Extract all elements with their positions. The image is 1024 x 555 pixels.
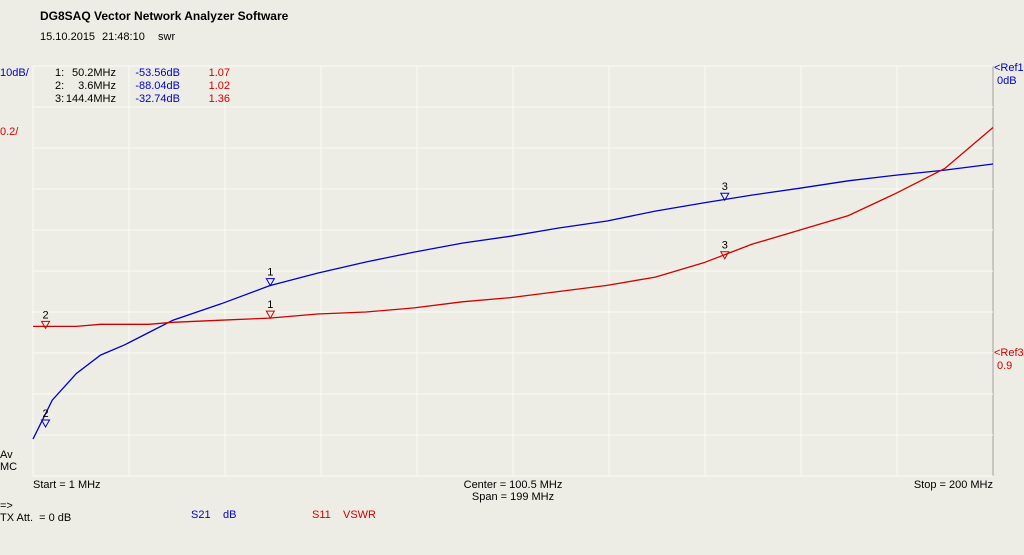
legend-name: S11 — [312, 509, 331, 521]
avg: Av — [0, 449, 13, 461]
marker-number: 2 — [42, 408, 48, 420]
marker-index: 2: — [55, 80, 64, 92]
start: Start = 1 MHz — [33, 479, 101, 491]
marker-index: 3: — [55, 93, 64, 105]
marker-triangle — [265, 278, 276, 287]
marker-number: 1 — [267, 267, 273, 279]
arrow: => — [0, 500, 13, 512]
stop: Stop = 200 MHz — [914, 479, 993, 491]
trace — [32, 163, 994, 440]
marker-freq: 50.2MHz — [72, 67, 116, 79]
ref3: <Ref3 — [994, 347, 1024, 359]
marker-number: 3 — [722, 181, 728, 193]
scale-left: 10dB/ — [0, 67, 30, 79]
mode: swr — [158, 31, 175, 43]
scale-right: 0.2/ — [0, 126, 19, 138]
mc: MC — [0, 461, 17, 473]
marker-s21: -32.74dB — [135, 93, 180, 105]
marker-triangle — [265, 310, 276, 320]
ref3-value: 0.9 — [997, 360, 1012, 372]
time: 21:48:10 — [102, 31, 145, 43]
marker-s21: -53.56dB — [135, 67, 180, 79]
span: Span = 199 MHz — [472, 491, 554, 503]
ref1: <Ref1 — [994, 62, 1024, 74]
marker-index: 1: — [55, 67, 64, 79]
marker-triangle — [719, 192, 730, 202]
marker-triangle — [40, 320, 51, 330]
legend-name: S21 — [191, 509, 211, 521]
marker-number: 1 — [267, 299, 273, 311]
marker-number: 2 — [42, 309, 48, 321]
tx-att: TX Att. = 0 dB — [0, 512, 71, 524]
marker-triangle — [40, 419, 51, 428]
trace — [33, 127, 994, 328]
marker-vswr: 1.07 — [209, 67, 230, 79]
date: 15.10.2015 — [40, 31, 95, 43]
legend-unit: VSWR — [343, 509, 376, 521]
legend-unit: dB — [223, 509, 236, 521]
marker-vswr: 1.02 — [209, 80, 230, 92]
marker-freq: 144.4MHz — [66, 93, 116, 105]
marker-s21: -88.04dB — [135, 80, 180, 92]
marker-vswr: 1.36 — [209, 93, 230, 105]
marker-number: 3 — [722, 240, 728, 252]
center: Center = 100.5 MHz — [464, 479, 563, 491]
ref1-value: 0dB — [997, 75, 1017, 87]
marker-freq: 3.6MHz — [78, 80, 116, 92]
app-title: DG8SAQ Vector Network Analyzer Software — [40, 9, 289, 23]
marker-triangle — [719, 251, 730, 260]
